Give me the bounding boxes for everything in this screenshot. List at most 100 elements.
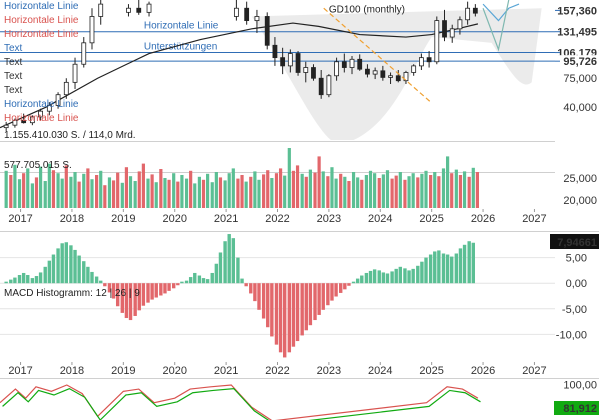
candle-body: [295, 53, 301, 73]
volume-bar: [283, 175, 287, 208]
volume-bar: [360, 179, 364, 208]
macd-bar: [411, 268, 415, 284]
macd-bar: [433, 251, 437, 284]
stoch-line-red: [0, 384, 479, 420]
price-value-label: 157,360: [557, 5, 597, 17]
volume-bar: [471, 167, 475, 208]
volume-bar: [437, 176, 441, 208]
stoch-current-label: 81,912: [563, 403, 597, 415]
gd100-line-path: [0, 22, 479, 129]
macd-bar: [403, 268, 407, 284]
macd-bar: [445, 254, 450, 284]
volume-bar: [227, 173, 231, 208]
volume-bar: [13, 164, 17, 208]
stochastic-panel: [0, 384, 481, 420]
x-tick-label: 2024: [368, 365, 392, 377]
macd-bar: [236, 257, 240, 284]
macd-bar: [90, 271, 94, 284]
macd-bar: [107, 283, 112, 293]
volume-bar: [403, 179, 407, 208]
macd-bar: [351, 281, 356, 284]
volume-bar: [56, 173, 60, 208]
macd-bar: [64, 242, 68, 284]
x-tick-label: 2017: [8, 365, 32, 377]
volume-bar: [441, 168, 446, 208]
volume-bar: [364, 175, 369, 208]
macd-bar: [103, 283, 107, 287]
volume-bar: [77, 181, 81, 208]
x-tick-label: 2019: [111, 365, 135, 377]
macd-bar: [390, 271, 394, 284]
volume-bar: [317, 156, 321, 208]
x-tick-label: 2020: [162, 365, 186, 377]
macd-current-label: 7,94661: [557, 237, 597, 249]
macd-bar: [111, 283, 116, 299]
macd-bar: [424, 257, 428, 284]
volume-total-label: 1.155.410.030 S. / 114,0 Mrd.: [4, 130, 136, 141]
macd-current-box: [550, 234, 599, 249]
drawing-legend: Horizontale Linie Horizontale Linie Horizo…: [4, 1, 79, 124]
x-tick-label: 2021: [214, 213, 238, 225]
volume-bar: [34, 177, 39, 208]
price-candles: [3, 0, 478, 131]
gd100-line: GD100 (monthly): [0, 4, 479, 129]
x-tick-label: 2019: [111, 213, 135, 225]
volume-bar: [411, 173, 415, 208]
volume-bar: [159, 169, 163, 208]
volume-bar: [373, 173, 377, 208]
volume-bar: [377, 178, 381, 208]
candle-body: [264, 16, 270, 46]
macd-bar: [214, 263, 219, 284]
macd-bar: [326, 283, 330, 306]
macd-bar: [295, 283, 300, 342]
volume-bar: [351, 172, 356, 208]
x-tick-label: 2021: [214, 365, 238, 377]
candle-body: [72, 63, 78, 83]
volume-bar: [90, 179, 94, 208]
macd-bar: [282, 283, 287, 358]
macd-bar: [137, 283, 141, 311]
macd-bar: [223, 241, 227, 284]
candle-body: [326, 75, 332, 96]
macd-bar: [201, 278, 206, 284]
candle-body: [365, 68, 370, 75]
macd-bar: [231, 238, 236, 284]
volume-bar: [223, 180, 227, 208]
volume-bar: [128, 176, 133, 208]
macd-bar: [467, 241, 471, 284]
macd-bar: [218, 252, 223, 284]
volume-bar: [172, 173, 176, 208]
candle-body: [334, 61, 339, 77]
volume-tick: 25,000: [563, 173, 597, 185]
volume-bar: [420, 173, 424, 208]
volume-bar: [266, 170, 270, 208]
candle-body: [12, 119, 18, 126]
volume-bar: [124, 167, 129, 208]
volume-half-label: 577.705.015 S.: [4, 160, 72, 171]
legend-entry: Horizontale Linie: [4, 15, 79, 26]
macd-bar: [339, 283, 343, 293]
volume-bar: [368, 170, 373, 208]
macd-bar: [188, 277, 193, 284]
volume-bar: [458, 175, 463, 208]
candle-body: [418, 57, 424, 67]
volume-bar: [47, 163, 51, 208]
macd-bar: [159, 283, 163, 296]
volume-bar: [424, 170, 428, 208]
x-axis-macd: 2017 2018 2019 2020 2021 2022 2023 2024 2025 2026…: [8, 362, 547, 377]
legend-entry: Horizontale Linie: [4, 99, 79, 110]
x-tick-label: 2017: [8, 213, 32, 225]
gd100-label: GD100 (monthly): [329, 4, 405, 15]
candle-body: [357, 58, 363, 70]
macd-tick: 5,00: [566, 253, 587, 265]
price-tick: 75,000: [563, 73, 597, 85]
x-tick-label: 2026: [471, 365, 495, 377]
macd-bar: [128, 283, 133, 321]
macd-bar: [313, 283, 317, 321]
volume-bar: [450, 173, 454, 208]
macd-bar: [13, 277, 17, 284]
volume-bar: [26, 168, 30, 208]
x-tick-label: 2025: [419, 213, 443, 225]
macd-bar: [60, 243, 64, 284]
volume-bar: [141, 163, 145, 208]
